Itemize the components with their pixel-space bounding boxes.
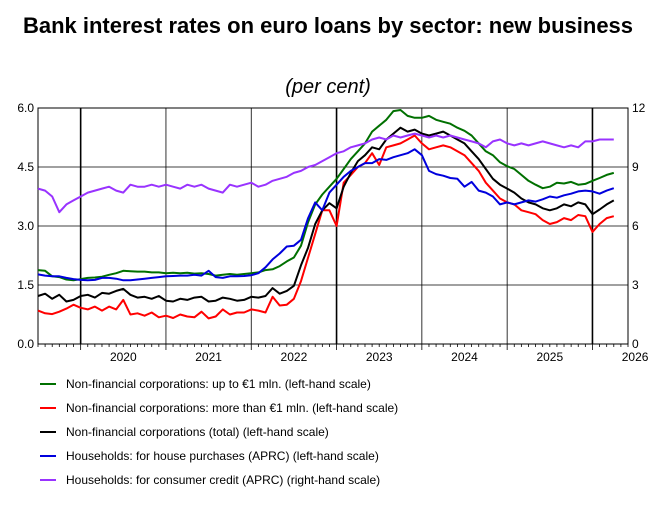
- legend-label: Non-financial corporations: up to €1 mln…: [66, 377, 371, 391]
- x-axis-tick-label: 2025: [536, 350, 563, 364]
- legend-item: Households: for consumer credit (APRC) (…: [40, 468, 398, 492]
- series-line-4: [37, 148, 615, 282]
- series-line-1: [37, 109, 615, 282]
- legend-label: Households: for house purchases (APRC) (…: [66, 449, 379, 463]
- legend-swatch: [40, 383, 56, 385]
- right-axis-tick-label: 6: [632, 219, 639, 233]
- left-axis-tick-label: 1.5: [17, 278, 34, 292]
- left-axis-tick-label: 0.0: [17, 337, 34, 351]
- legend-label: Households: for consumer credit (APRC) (…: [66, 473, 381, 487]
- right-axis-tick-label: 12: [632, 101, 646, 115]
- legend-label: Non-financial corporations: more than €1…: [66, 401, 399, 415]
- x-axis-tick-label: 2020: [110, 350, 137, 364]
- x-axis-tick-label: 2026: [622, 350, 649, 364]
- series-line-5: [37, 132, 614, 214]
- legend-item: Non-financial corporations (total) (left…: [40, 420, 398, 444]
- right-axis-tick-label: 3: [632, 278, 639, 292]
- line-chart: 0.0 0 1.5 3 3.0 6 4.5 9 6.0 12 2020 2021 2022 2023 202…: [17, 101, 649, 364]
- series-line-2: [37, 134, 615, 320]
- legend-label: Non-financial corporations (total) (left…: [66, 425, 329, 439]
- left-axis-tick-label: 4.5: [17, 160, 34, 174]
- legend-item: Households: for house purchases (APRC) (…: [40, 444, 398, 468]
- x-axis-tick-label: 2024: [451, 350, 478, 364]
- legend-swatch: [40, 455, 56, 457]
- chart-legend: Non-financial corporations: up to €1 mln…: [40, 372, 398, 492]
- legend-swatch: [40, 431, 56, 433]
- x-axis-tick-label: 2021: [195, 350, 222, 364]
- right-axis-tick-label: 9: [632, 160, 639, 174]
- legend-swatch: [40, 407, 56, 409]
- plot-frame: [37, 107, 629, 345]
- legend-swatch: [40, 479, 56, 481]
- series-line-3: [37, 126, 615, 303]
- chart-subtitle: (per cent): [285, 76, 371, 98]
- left-axis-tick-label: 6.0: [17, 101, 34, 115]
- x-axis-tick-label: 2023: [366, 350, 393, 364]
- chart-title: Bank interest rates on euro loans by sec…: [22, 13, 634, 38]
- legend-item: Non-financial corporations: more than €1…: [40, 396, 398, 420]
- right-axis-tick-label: 0: [632, 337, 639, 351]
- x-axis-tick-label: 2022: [281, 350, 308, 364]
- legend-item: Non-financial corporations: up to €1 mln…: [40, 372, 398, 396]
- left-axis-tick-label: 3.0: [17, 219, 34, 233]
